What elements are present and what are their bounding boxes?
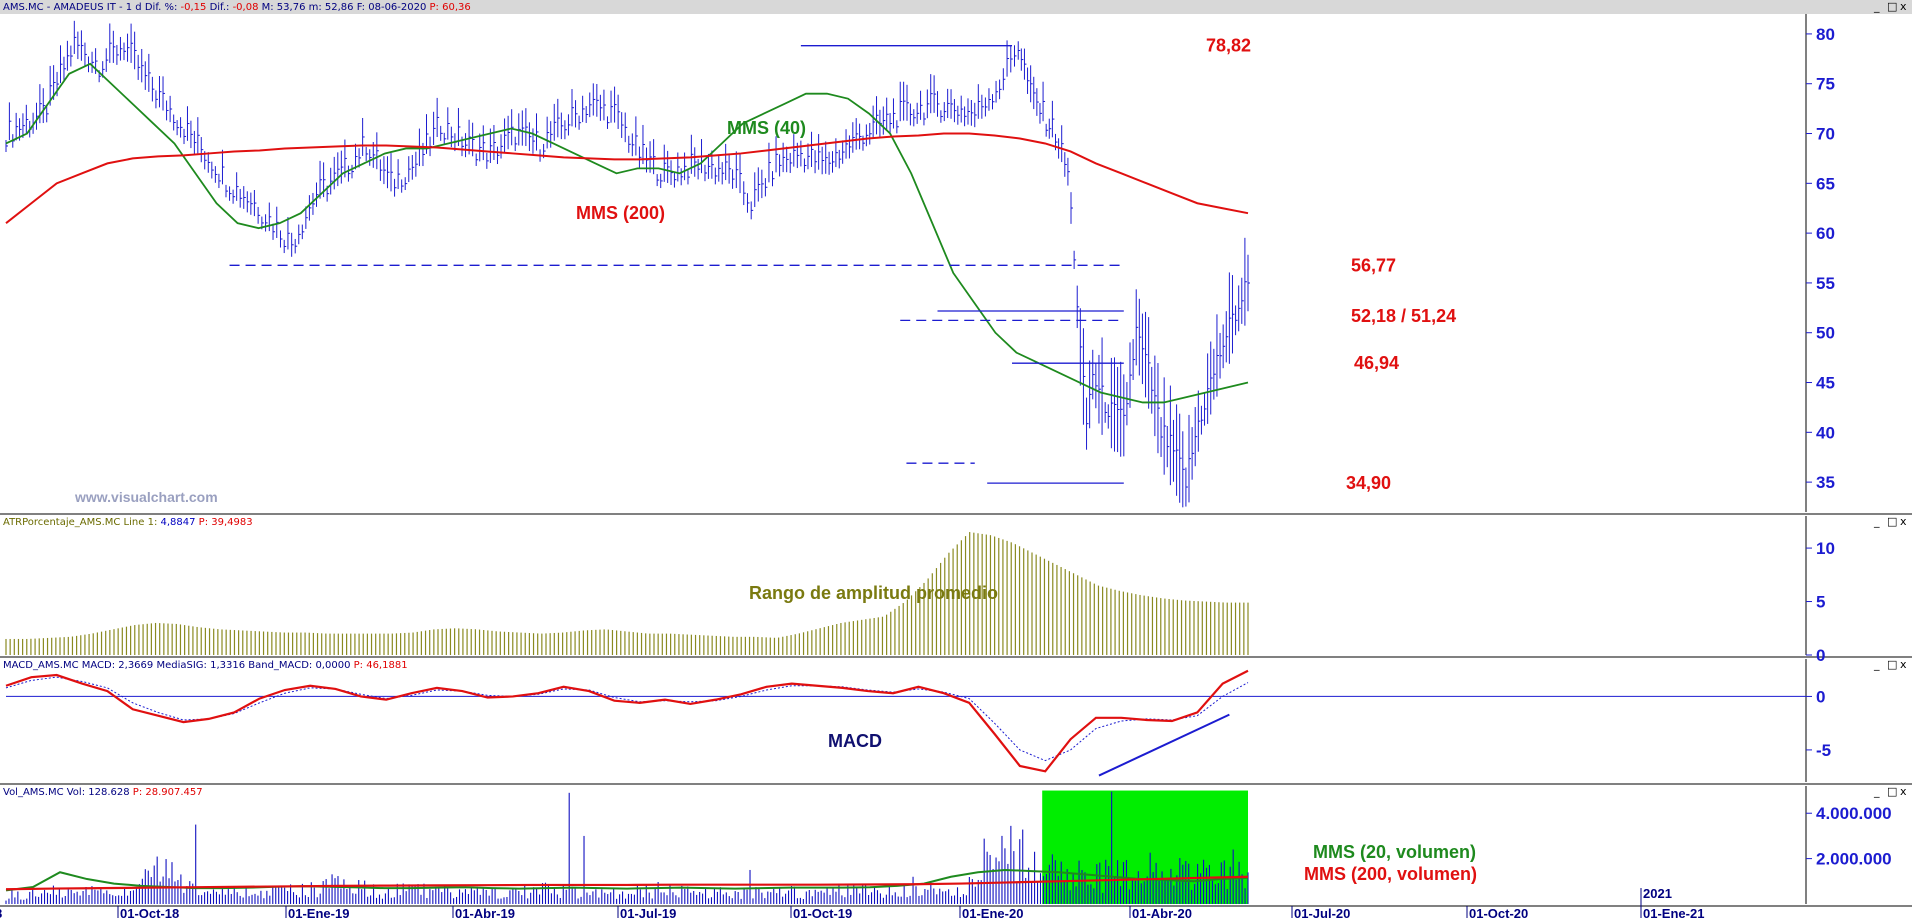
y-tick-label: 55 <box>1816 274 1835 293</box>
macd-line <box>5 669 1249 773</box>
y-tick-label: 40 <box>1816 423 1835 442</box>
pane-header-2: MACD_AMS.MC MACD: 2,3669 MediaSIG: 1,331… <box>3 660 408 671</box>
y-tick-label: 0 <box>1816 646 1825 665</box>
x-tick-label: 01-Jul-20 <box>1294 906 1350 921</box>
x-tick-label: 01-Jul-19 <box>620 906 676 921</box>
vol-mms200-line <box>5 875 1249 891</box>
header-part: M: 53,76 m: 52,86 F: 08-06-2020 <box>258 2 429 13</box>
volume-highlight <box>1042 790 1248 904</box>
vol-annotation-mms200: MMS (200, volumen) <box>1304 864 1477 884</box>
maximize-button[interactable]: □ <box>1887 515 1897 528</box>
mms200-line <box>5 132 1249 224</box>
close-button[interactable]: x <box>1900 658 1907 671</box>
header-part: Dif.: <box>206 2 232 13</box>
close-button[interactable]: x <box>1900 515 1907 528</box>
macd-annotation: MACD <box>828 731 882 751</box>
y-tick-label: 45 <box>1816 374 1835 393</box>
maximize-button[interactable]: □ <box>1887 658 1897 671</box>
header-part: AMS.MC - AMADEUS IT - 1 d Dif. %: <box>3 2 181 13</box>
header-part: 4,8847 <box>161 517 196 528</box>
vol-annotation-mms20: MMS (20, volumen) <box>1313 842 1476 862</box>
y-tick-label: -5 <box>1816 741 1831 760</box>
x-tick-label: 01-Oct-19 <box>793 906 852 921</box>
y-tick-label: 70 <box>1816 125 1835 144</box>
y-tick-label: 65 <box>1816 174 1835 193</box>
atr-annotation: Rango de amplitud promedio <box>749 583 998 603</box>
header-part: P: 46,1881 <box>354 660 408 671</box>
watermark: www.visualchart.com <box>74 489 218 505</box>
x-tick-label: 01-Ene-21 <box>1643 906 1704 921</box>
y-tick-label: 50 <box>1816 324 1835 343</box>
y-tick-label: 75 <box>1816 75 1835 94</box>
minimize-button[interactable]: _ <box>1873 515 1880 528</box>
macd-divergence-line <box>1098 713 1230 777</box>
pane-header-3: Vol_AMS.MC Vol: 128.628 P: 28.907.457 <box>3 787 203 798</box>
atr-pane: 10 5 0 Rango de amplitud promedio <box>5 532 1835 665</box>
price-bars <box>5 20 1250 508</box>
maximize-button[interactable]: □ <box>1887 785 1897 798</box>
x-tick-label: 01-Ene-20 <box>962 906 1023 921</box>
maximize-button[interactable]: □ <box>1887 0 1897 13</box>
close-button[interactable]: x <box>1900 0 1907 13</box>
header-part: -0,08 <box>233 2 259 13</box>
price-annotation: 56,77 <box>1351 255 1396 275</box>
year-marker-label: 2021 <box>1643 886 1672 901</box>
x-tick-label: 01-Oct-18 <box>120 906 179 921</box>
minimize-button[interactable]: _ <box>1873 785 1880 798</box>
header-part: Vol_AMS.MC Vol: 128.628 <box>3 787 133 798</box>
price-annotation: MMS (40) <box>727 118 806 138</box>
x-tick-label: 01-Ene-19 <box>288 906 349 921</box>
y-tick-label: 4.000.000 <box>1816 804 1892 823</box>
header-part: ATRPorcentaje_AMS.MC Line 1: <box>3 517 161 528</box>
minimize-button[interactable]: _ <box>1873 0 1880 13</box>
price-pane: 80 75 70 65 60 55 50 45 40 35 78,82 MMS (40) MMS (20… <box>5 20 1835 508</box>
header-part: MACD_AMS.MC MACD: 2,3669 MediaSIG: 1,331… <box>3 660 354 671</box>
price-annotation: 52,18 / 51,24 <box>1351 306 1456 326</box>
macd-pane: 0 -5 MACD <box>5 669 1831 777</box>
window-header-bg <box>0 0 1912 14</box>
pane-header-1: ATRPorcentaje_AMS.MC Line 1: 4,8847 P: 3… <box>3 517 253 528</box>
y-tick-label: 60 <box>1816 224 1835 243</box>
header-part: P: 60,36 <box>430 2 471 13</box>
atr-bars <box>5 532 1249 655</box>
x-tick-label: 01-Oct-20 <box>1469 906 1528 921</box>
y-tick-label: 5 <box>1816 593 1825 612</box>
y-tick-label: 35 <box>1816 473 1835 492</box>
x-tick-label: 01-Abr-19 <box>455 906 515 921</box>
y-tick-label: 80 <box>1816 25 1835 44</box>
vol-pane: 4.000.000 2.000.000 MMS (20, volumen)MMS (… <box>5 790 1892 904</box>
y-tick-label: 0 <box>1816 687 1825 706</box>
minimize-button[interactable]: _ <box>1873 658 1880 671</box>
pane-headers: AMS.MC - AMADEUS IT - 1 d Dif. %: -0,15 … <box>3 0 1907 798</box>
price-annotation: MMS (200) <box>576 203 665 223</box>
header-part: -0,15 <box>181 2 207 13</box>
y-tick-label: 10 <box>1816 539 1835 558</box>
pane-header-0: AMS.MC - AMADEUS IT - 1 d Dif. %: -0,15 … <box>3 2 471 13</box>
price-annotation: 46,94 <box>1354 353 1399 373</box>
price-annotation: 78,82 <box>1206 36 1251 56</box>
x-tick-label: 01-Abr-20 <box>1132 906 1192 921</box>
price-annotation: 34,90 <box>1346 473 1391 493</box>
x-axis: 8 01-Oct-18 01-Ene-19 01-Abr-19 01-Jul-19 01-… <box>0 886 1704 921</box>
macd-signal-line <box>5 676 1249 762</box>
header-part: P: 39,4983 <box>196 517 253 528</box>
y-tick-label: 2.000.000 <box>1816 850 1892 869</box>
mms40-line <box>5 62 1249 404</box>
pane-frames <box>0 14 1912 907</box>
x-tick-label-partial: 8 <box>0 906 2 921</box>
header-part: P: 28.907.457 <box>133 787 203 798</box>
close-button[interactable]: x <box>1900 785 1907 798</box>
